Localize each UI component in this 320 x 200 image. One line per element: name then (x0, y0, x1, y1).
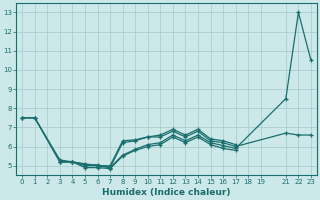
X-axis label: Humidex (Indice chaleur): Humidex (Indice chaleur) (102, 188, 231, 197)
